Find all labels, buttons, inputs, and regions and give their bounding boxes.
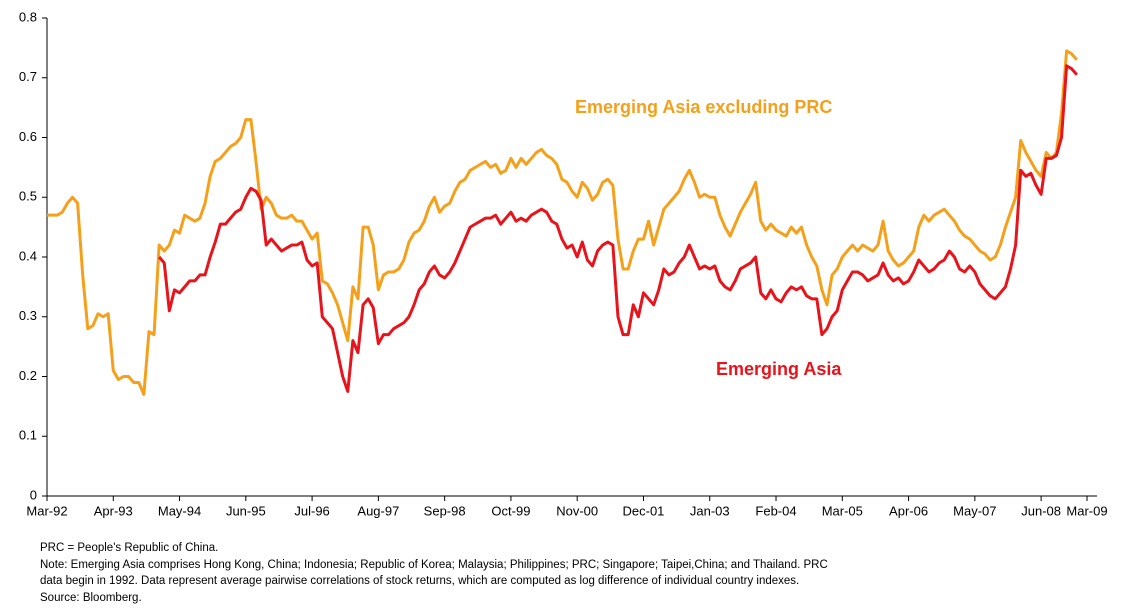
y-tick-label: 0.3 bbox=[19, 308, 37, 323]
x-tick-label: Feb-04 bbox=[755, 503, 796, 518]
x-tick-label: Apr-93 bbox=[94, 503, 133, 518]
y-tick-label: 0.2 bbox=[19, 368, 37, 383]
y-tick-label: 0.7 bbox=[19, 69, 37, 84]
x-tick-label: Mar-05 bbox=[822, 503, 863, 518]
x-tick-label: Dec-01 bbox=[623, 503, 665, 518]
y-tick-label: 0.6 bbox=[19, 129, 37, 144]
x-tick-label: Jun-95 bbox=[226, 503, 266, 518]
x-tick-label: Sep-98 bbox=[424, 503, 466, 518]
series-line bbox=[47, 49, 1078, 396]
x-tick-label: Jul-96 bbox=[294, 503, 329, 518]
x-tick-label: Nov-00 bbox=[556, 503, 598, 518]
x-tick-label: Aug-97 bbox=[357, 503, 399, 518]
y-tick-label: 0.5 bbox=[19, 189, 37, 204]
x-tick-label: Mar-09 bbox=[1066, 503, 1107, 518]
footnote: Note: Emerging Asia comprises Hong Kong,… bbox=[40, 559, 828, 571]
x-tick-label: Apr-06 bbox=[889, 503, 928, 518]
footnote: Source: Bloomberg. bbox=[40, 592, 142, 604]
annotation-ex-prc: Emerging Asia excluding PRC bbox=[575, 97, 832, 117]
x-tick-label: Jun-08 bbox=[1021, 503, 1061, 518]
x-tick-label: Oct-99 bbox=[491, 503, 530, 518]
series-line bbox=[158, 64, 1078, 393]
y-tick-label: 0.4 bbox=[19, 248, 37, 263]
x-tick-label: May-07 bbox=[953, 503, 996, 518]
x-tick-label: Mar-92 bbox=[26, 503, 67, 518]
y-tick-label: 0.8 bbox=[19, 9, 37, 24]
y-tick-label: 0.1 bbox=[19, 428, 37, 443]
footnote: PRC = People's Republic of China. bbox=[40, 542, 218, 554]
y-tick-label: 0 bbox=[30, 487, 37, 502]
annotation-emerging-asia: Emerging Asia bbox=[716, 359, 842, 379]
x-tick-label: May-94 bbox=[158, 503, 201, 518]
footnote: data begin in 1992. Data represent avera… bbox=[40, 575, 799, 587]
x-tick-label: Jan-03 bbox=[690, 503, 730, 518]
